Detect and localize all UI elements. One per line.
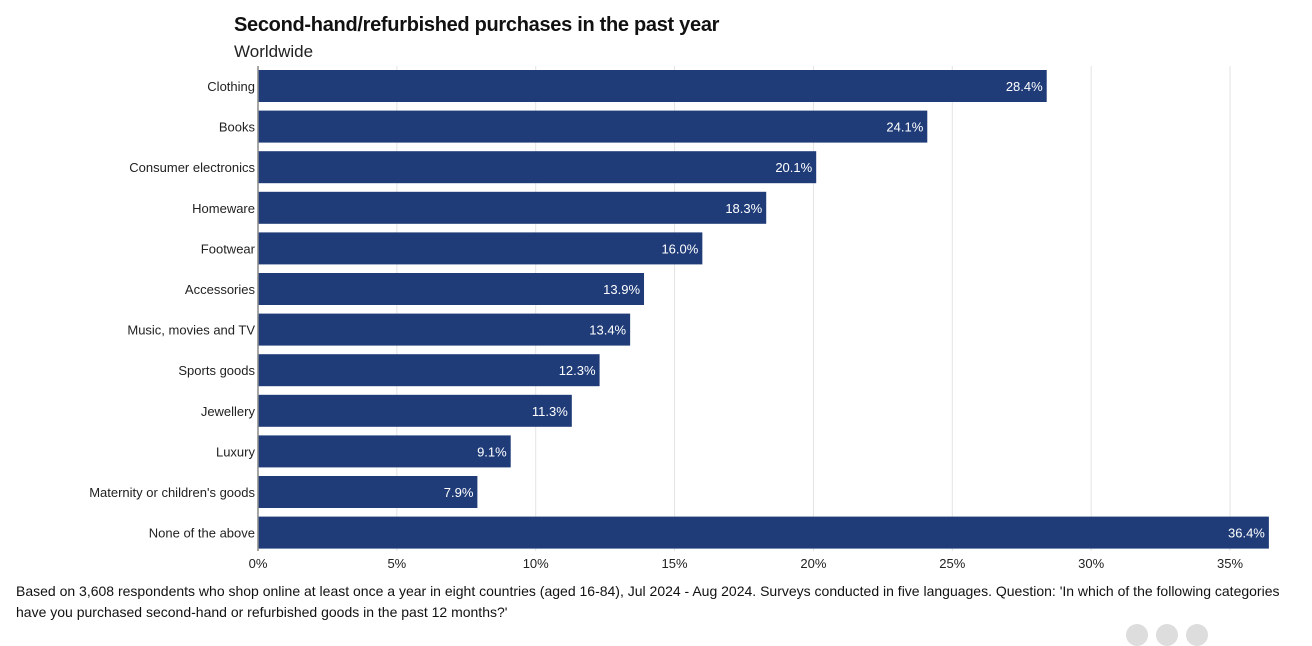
data-label: 16.0% <box>661 241 698 256</box>
category-label: Accessories <box>185 282 256 297</box>
action-icon[interactable] <box>1186 624 1208 646</box>
data-label: 12.3% <box>559 363 596 378</box>
category-label: Books <box>219 120 256 135</box>
category-label: None of the above <box>149 526 255 541</box>
data-label: 13.9% <box>603 282 640 297</box>
category-label: Homeware <box>192 201 255 216</box>
data-label: 20.1% <box>775 160 812 175</box>
bar <box>258 476 478 508</box>
category-label: Jewellery <box>201 404 256 419</box>
bar <box>258 435 511 468</box>
bar <box>258 354 600 387</box>
data-label: 9.1% <box>477 444 507 459</box>
x-tick-label: 20% <box>800 556 826 571</box>
bar <box>258 70 1047 102</box>
action-icon[interactable] <box>1156 624 1178 646</box>
x-tick-label: 5% <box>387 556 406 571</box>
category-label: Maternity or children's goods <box>89 485 255 500</box>
category-label: Music, movies and TV <box>127 323 255 338</box>
category-label: Sports goods <box>178 363 255 378</box>
chart-subtitle: Worldwide <box>234 42 314 61</box>
category-label: Clothing <box>207 79 255 94</box>
data-label: 13.4% <box>589 323 626 338</box>
bar <box>258 151 817 184</box>
survey-note: Based on 3,608 respondents who shop onli… <box>16 583 1280 620</box>
data-label: 24.1% <box>886 120 923 135</box>
bar <box>258 273 645 305</box>
category-label: Luxury <box>216 444 256 459</box>
data-label: 28.4% <box>1006 79 1043 94</box>
bar <box>258 313 631 346</box>
x-tick-label: 35% <box>1217 556 1243 571</box>
x-tick-label: 10% <box>523 556 549 571</box>
bar <box>258 110 928 143</box>
bar <box>258 516 1269 549</box>
x-tick-label: 15% <box>662 556 688 571</box>
category-label: Footwear <box>201 241 256 256</box>
bar <box>258 394 572 427</box>
data-label: 7.9% <box>444 485 474 500</box>
chart-title: Second-hand/refurbished purchases in the… <box>234 14 720 36</box>
bar <box>258 232 703 265</box>
x-tick-label: 0% <box>249 556 268 571</box>
x-tick-label: 25% <box>939 556 965 571</box>
bar-chart: 0% 5% 10% 15% 20% 25% 30% 35% Clothing 28.4% Books… <box>89 66 1269 571</box>
data-label: 11.3% <box>532 404 568 419</box>
category-label: Consumer electronics <box>129 160 255 175</box>
x-tick-label: 30% <box>1078 556 1104 571</box>
data-label: 36.4% <box>1228 526 1265 541</box>
data-label: 18.3% <box>725 201 762 216</box>
bar <box>258 191 767 224</box>
action-icon[interactable] <box>1126 624 1148 646</box>
